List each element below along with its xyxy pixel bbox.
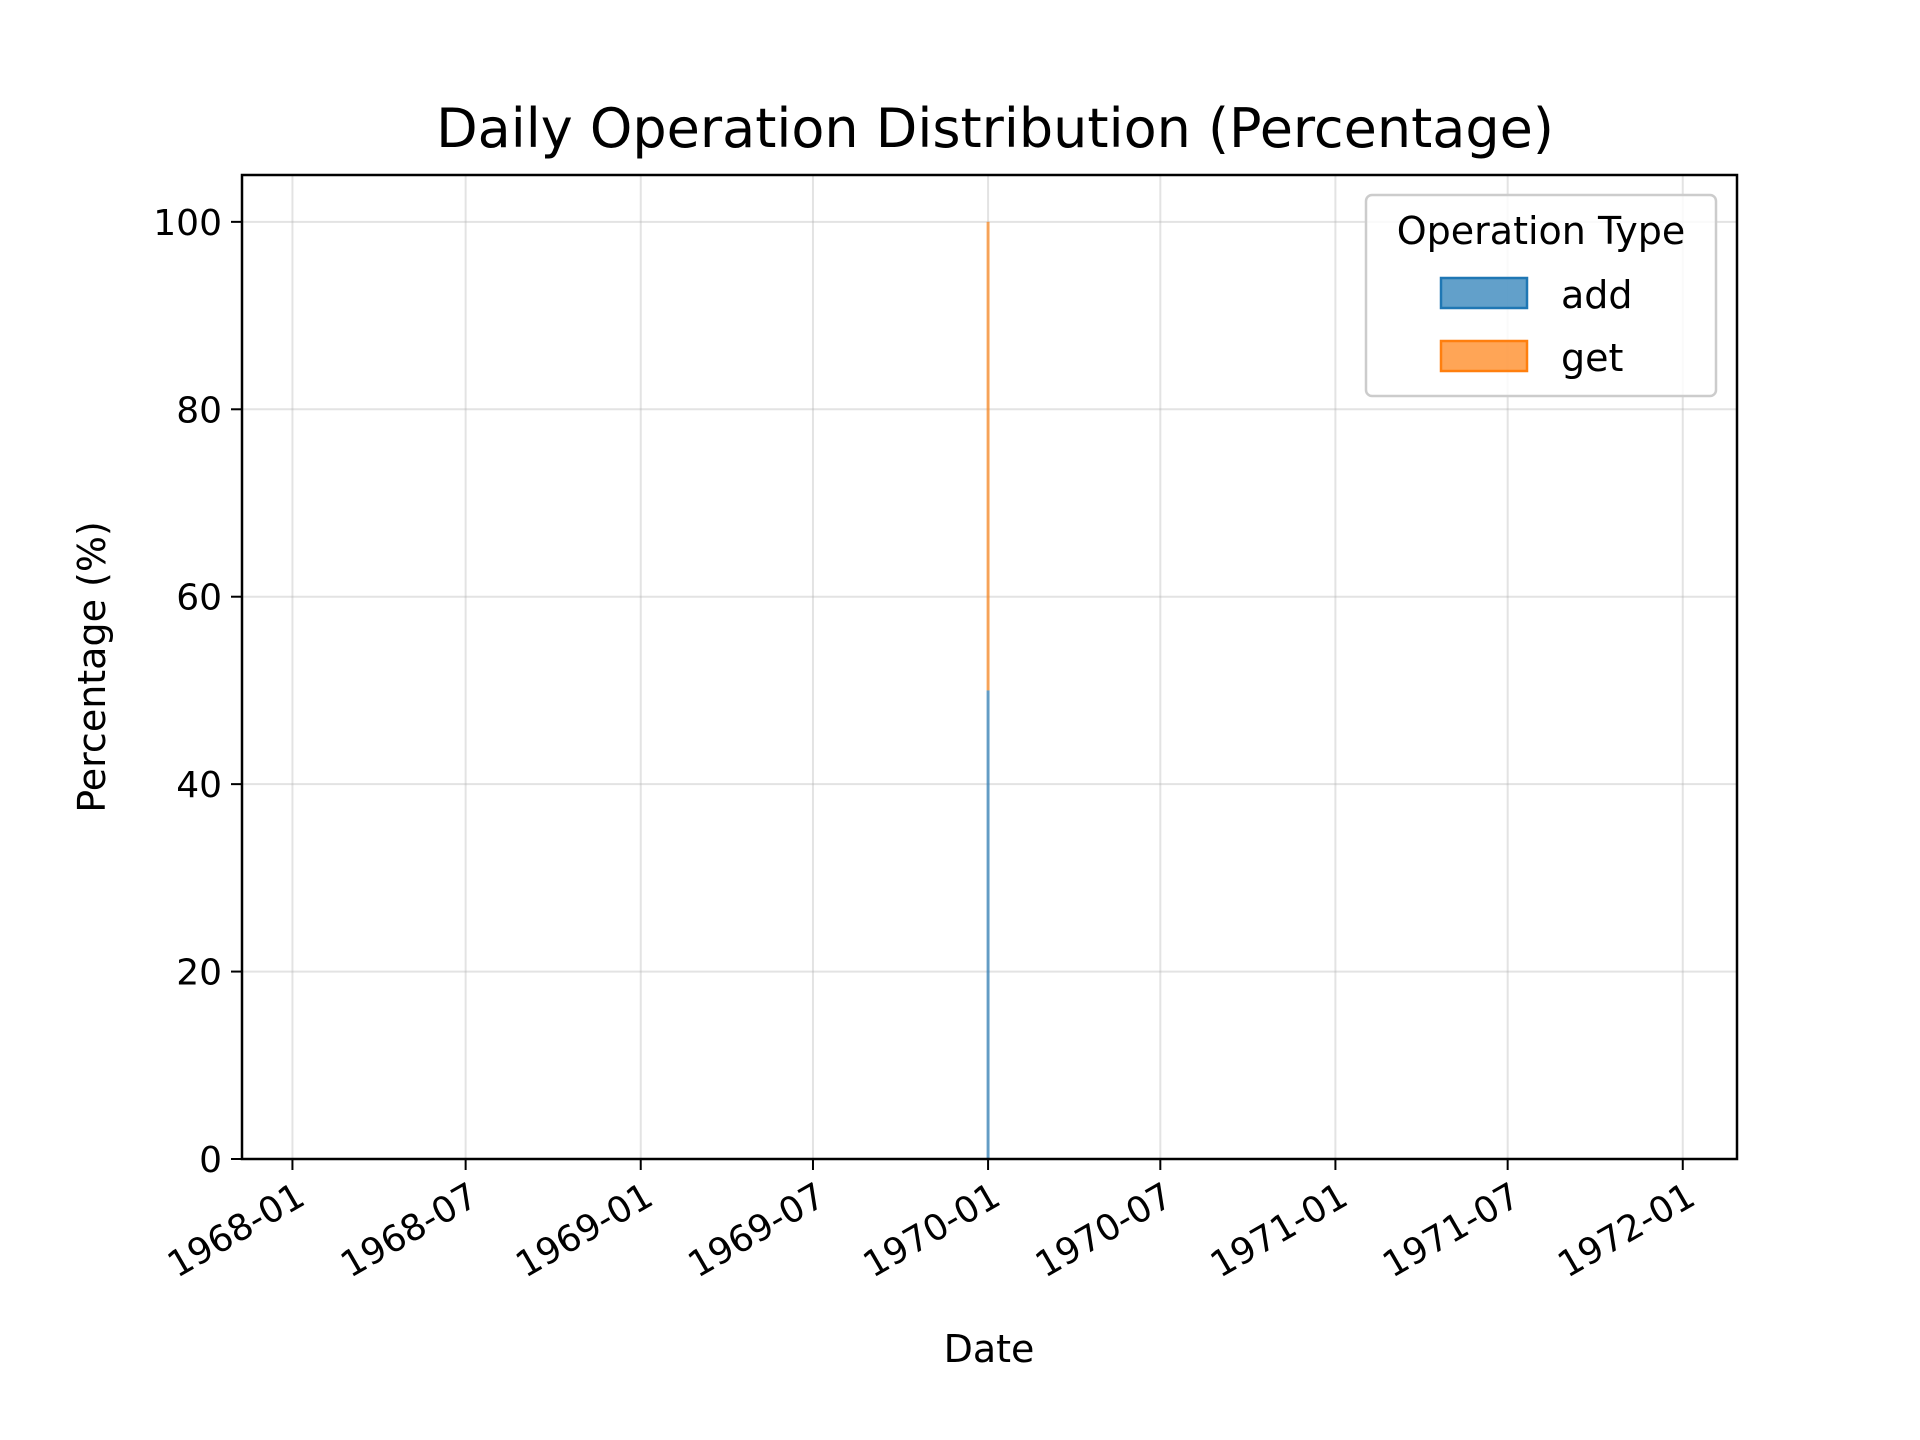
legend-swatch-add [1439,276,1529,310]
y-tick-label: 20 [176,953,222,994]
y-tick-label: 40 [176,765,222,806]
y-axis: 0 20 40 60 80 100 [153,203,242,1181]
legend-label-get: get [1561,336,1623,380]
plot-frame [240,173,1739,1161]
y-tick-label: 0 [199,1140,222,1181]
y-axis-label: Percentage (%) [70,521,114,813]
chart-title: Daily Operation Distribution (Percentage… [436,97,1554,160]
legend: Operation Type add get [1364,193,1718,398]
legend-items: add get [1439,273,1633,380]
y-tick-label: 60 [176,578,222,619]
y-tick-label: 80 [176,390,222,431]
x-axis-label: Date [944,1327,1035,1371]
y-tick-label: 100 [153,203,222,244]
legend-label-add: add [1561,273,1633,317]
legend-swatch-get [1439,339,1529,373]
legend-title: Operation Type [1397,209,1685,253]
